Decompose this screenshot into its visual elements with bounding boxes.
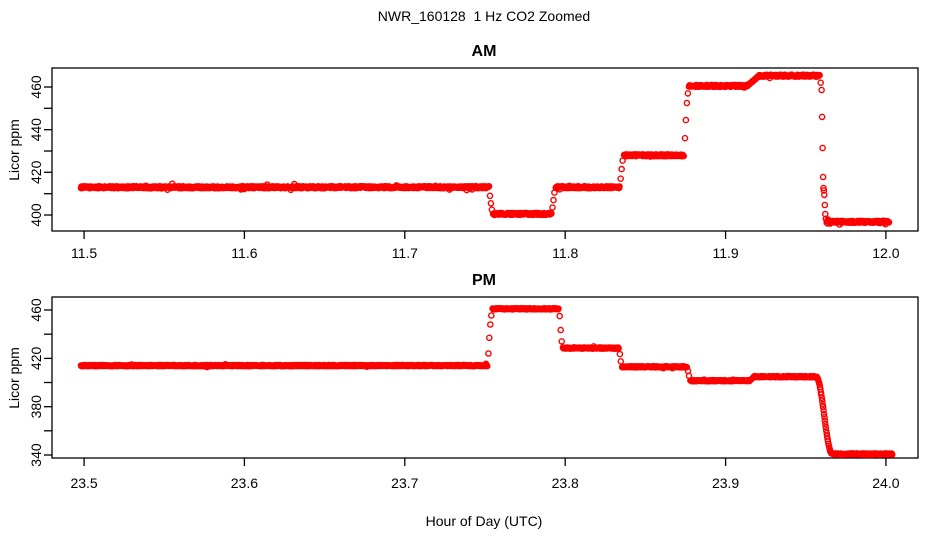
svg-text:420: 420 — [28, 347, 44, 371]
svg-text:460: 460 — [28, 75, 44, 99]
svg-text:12.0: 12.0 — [872, 245, 899, 261]
svg-text:380: 380 — [28, 395, 44, 419]
svg-text:400: 400 — [28, 203, 44, 227]
figure-title: NWR_160128 1 Hz CO2 Zoomed — [377, 8, 591, 24]
svg-text:460: 460 — [28, 298, 44, 322]
svg-text:23.8: 23.8 — [552, 475, 579, 491]
pm-panel-title: PM — [472, 272, 496, 289]
svg-text:11.8: 11.8 — [552, 245, 578, 261]
x-axis-label: Hour of Day (UTC) — [425, 513, 543, 529]
svg-text:11.7: 11.7 — [392, 245, 418, 261]
svg-text:23.7: 23.7 — [391, 475, 418, 491]
am-panel-title: AM — [471, 43, 497, 60]
svg-text:11.5: 11.5 — [71, 245, 97, 261]
svg-text:420: 420 — [28, 160, 44, 184]
svg-text:340: 340 — [28, 443, 44, 467]
svg-text:24.0: 24.0 — [872, 475, 899, 491]
svg-text:23.9: 23.9 — [712, 475, 739, 491]
svg-text:11.9: 11.9 — [712, 245, 738, 261]
svg-text:23.6: 23.6 — [231, 475, 258, 491]
svg-text:440: 440 — [28, 118, 44, 142]
svg-text:23.5: 23.5 — [70, 475, 97, 491]
svg-text:11.6: 11.6 — [231, 245, 257, 261]
